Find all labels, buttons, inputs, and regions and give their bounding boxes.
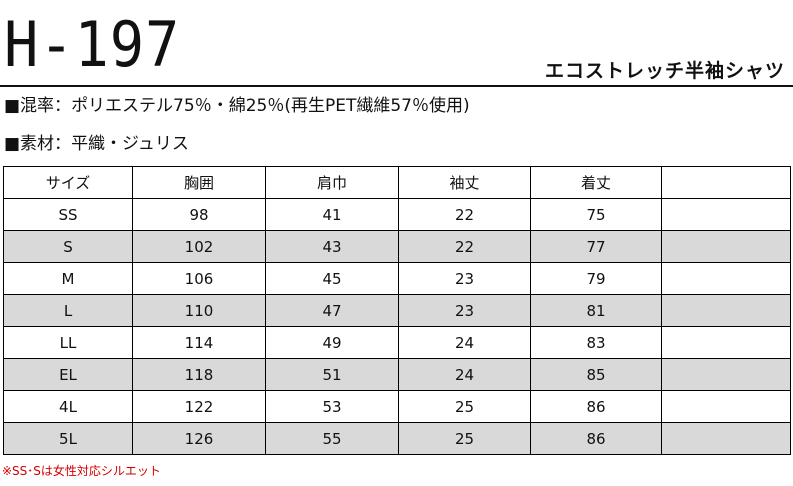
table-row: S 102 43 22 77 bbox=[3, 230, 791, 263]
cell-chest: 106 bbox=[132, 262, 266, 295]
column-header-length: 着丈 bbox=[530, 166, 662, 199]
cell-blank bbox=[661, 390, 791, 423]
cell-sleeve: 25 bbox=[398, 390, 531, 423]
cell-chest: 98 bbox=[132, 198, 266, 231]
cell-shoulder: 51 bbox=[265, 358, 399, 391]
cell-shoulder: 45 bbox=[265, 262, 399, 295]
cell-sleeve: 22 bbox=[398, 198, 531, 231]
cell-shoulder: 53 bbox=[265, 390, 399, 423]
table-row: SS 98 41 22 75 bbox=[3, 198, 791, 231]
cell-shoulder: 47 bbox=[265, 294, 399, 327]
table-row: LL 114 49 24 83 bbox=[3, 326, 791, 359]
cell-length: 81 bbox=[530, 294, 662, 327]
cell-size: LL bbox=[3, 326, 133, 359]
cell-chest: 102 bbox=[132, 230, 266, 263]
cell-length: 86 bbox=[530, 422, 662, 455]
table-row: EL 118 51 24 85 bbox=[3, 358, 791, 391]
header-divider bbox=[0, 85, 793, 87]
column-header-sleeve: 袖丈 bbox=[398, 166, 531, 199]
table-row: 5L 126 55 25 86 bbox=[3, 422, 791, 455]
product-name: エコストレッチ半袖シャツ bbox=[544, 60, 785, 82]
cell-chest: 126 bbox=[132, 422, 266, 455]
cell-blank bbox=[661, 198, 791, 231]
table-row: M 106 45 23 79 bbox=[3, 262, 791, 295]
cell-length: 75 bbox=[530, 198, 662, 231]
cell-sleeve: 23 bbox=[398, 294, 531, 327]
cell-sleeve: 25 bbox=[398, 422, 531, 455]
cell-chest: 110 bbox=[132, 294, 266, 327]
cell-shoulder: 55 bbox=[265, 422, 399, 455]
cell-length: 85 bbox=[530, 358, 662, 391]
cell-size: 5L bbox=[3, 422, 133, 455]
footnote: ※SS･Sは女性対応シルエット bbox=[2, 464, 161, 478]
cell-blank bbox=[661, 230, 791, 263]
cell-size: 4L bbox=[3, 390, 133, 423]
cell-shoulder: 49 bbox=[265, 326, 399, 359]
cell-length: 79 bbox=[530, 262, 662, 295]
cell-blank bbox=[661, 358, 791, 391]
cell-sleeve: 24 bbox=[398, 358, 531, 391]
table-row: 4L 122 53 25 86 bbox=[3, 390, 791, 423]
size-table: サイズ 胸囲 肩巾 袖丈 着丈 SS 98 41 22 75 S 102 43 … bbox=[3, 166, 791, 455]
cell-blank bbox=[661, 422, 791, 455]
cell-sleeve: 24 bbox=[398, 326, 531, 359]
cell-size: L bbox=[3, 294, 133, 327]
material-label: ■素材： bbox=[4, 134, 72, 154]
material-value: 平織・ジュリス bbox=[71, 134, 189, 154]
blend-spec: ■混率：ポリエステル75％・綿25％(再生PET繊維57％使用) bbox=[4, 98, 470, 115]
cell-size: SS bbox=[3, 198, 133, 231]
column-header-size: サイズ bbox=[3, 166, 133, 199]
cell-blank bbox=[661, 294, 791, 327]
material-spec: ■素材：平織・ジュリス bbox=[4, 136, 189, 153]
cell-blank bbox=[661, 326, 791, 359]
cell-sleeve: 23 bbox=[398, 262, 531, 295]
column-header-shoulder: 肩巾 bbox=[265, 166, 399, 199]
cell-size: EL bbox=[3, 358, 133, 391]
cell-size: M bbox=[3, 262, 133, 295]
table-header-row: サイズ 胸囲 肩巾 袖丈 着丈 bbox=[3, 166, 791, 199]
cell-size: S bbox=[3, 230, 133, 263]
blend-label: ■混率： bbox=[4, 96, 72, 116]
cell-length: 83 bbox=[530, 326, 662, 359]
cell-length: 77 bbox=[530, 230, 662, 263]
column-header-blank bbox=[661, 166, 791, 199]
cell-chest: 122 bbox=[132, 390, 266, 423]
model-number: H-197 bbox=[4, 8, 181, 81]
cell-shoulder: 41 bbox=[265, 198, 399, 231]
blend-value: ポリエステル75％・綿25％(再生PET繊維57％使用) bbox=[71, 96, 470, 116]
cell-sleeve: 22 bbox=[398, 230, 531, 263]
column-header-chest: 胸囲 bbox=[132, 166, 266, 199]
cell-chest: 118 bbox=[132, 358, 266, 391]
table-row: L 110 47 23 81 bbox=[3, 294, 791, 327]
cell-blank bbox=[661, 262, 791, 295]
cell-chest: 114 bbox=[132, 326, 266, 359]
cell-shoulder: 43 bbox=[265, 230, 399, 263]
cell-length: 86 bbox=[530, 390, 662, 423]
